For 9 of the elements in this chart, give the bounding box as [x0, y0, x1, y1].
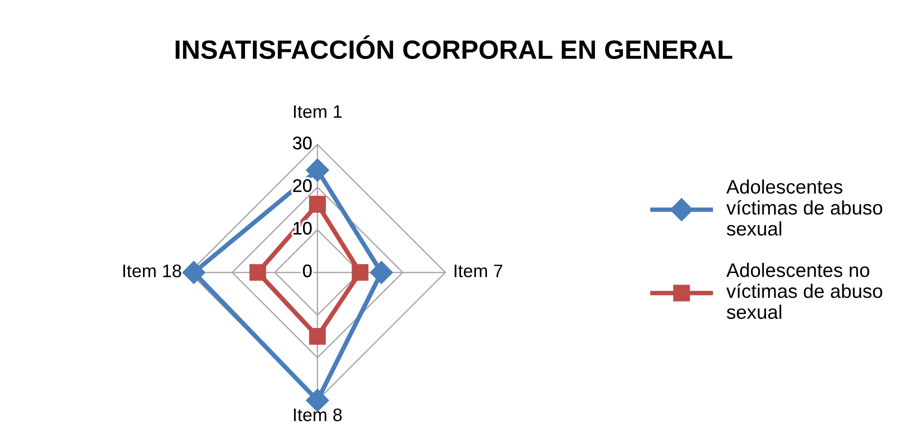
y-tick-label: 0	[303, 264, 312, 278]
legend-label: Adolescentes víctimas de abuso sexual	[726, 179, 882, 236]
spoke-label: Item 1	[294, 105, 342, 118]
spoke-label: Item 18	[123, 264, 182, 278]
chart-title: INSATISFACCIÓN CORPORAL EN GENERAL	[176, 35, 732, 60]
y-tick-label: 30	[292, 136, 312, 150]
spoke-label: Item 7	[454, 264, 502, 278]
legend-label: Adolescentes no víctimas de abuso sexual	[726, 262, 882, 319]
spoke-label: Item 8	[294, 408, 342, 422]
